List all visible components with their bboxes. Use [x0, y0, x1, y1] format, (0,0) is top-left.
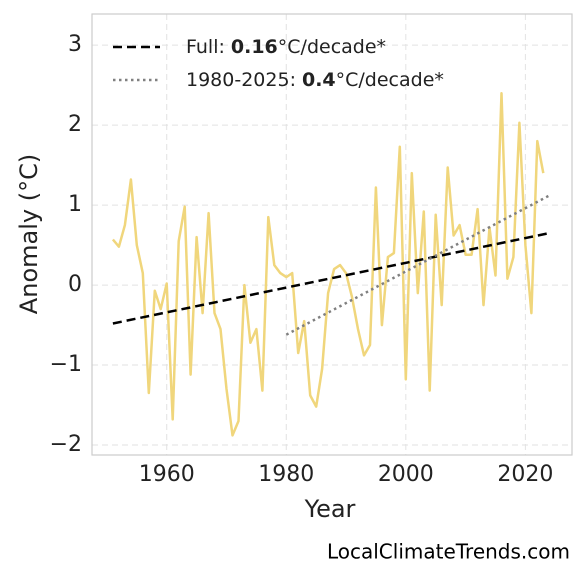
y-tick-label: 1 — [68, 192, 82, 217]
x-tick-label: 2000 — [378, 462, 434, 487]
y-axis-label: Anomaly (°C) — [15, 154, 43, 314]
legend-unit: °C/decade* — [278, 36, 386, 58]
legend-name: Full: — [186, 36, 225, 58]
footer: LocalClimateTrends.com — [327, 540, 570, 564]
y-tick-label: 3 — [68, 32, 82, 57]
trend-line — [285, 194, 550, 336]
legend-rate: 0.16 — [231, 36, 278, 58]
legend-unit: °C/decade* — [336, 69, 444, 91]
x-tick-label: 1960 — [139, 462, 195, 487]
legend-rate: 0.4 — [302, 69, 336, 91]
y-tick-label: 2 — [68, 112, 82, 137]
legend-label: 1980-2025: 0.4°C/decade* — [186, 69, 444, 91]
x-axis-label: Year — [304, 495, 356, 523]
y-tick-label: 0 — [68, 272, 82, 297]
plot-frame — [91, 13, 573, 456]
legend-name: 1980-2025: — [186, 69, 296, 91]
y-tick-label: −2 — [50, 432, 82, 457]
data-line — [111, 91, 545, 437]
y-tick-label: −1 — [50, 352, 82, 377]
legend-label: Full: 0.16°C/decade* — [186, 36, 386, 58]
x-tick-label: 2020 — [497, 462, 553, 487]
x-tick-label: 1980 — [258, 462, 314, 487]
trend-line — [112, 231, 550, 325]
